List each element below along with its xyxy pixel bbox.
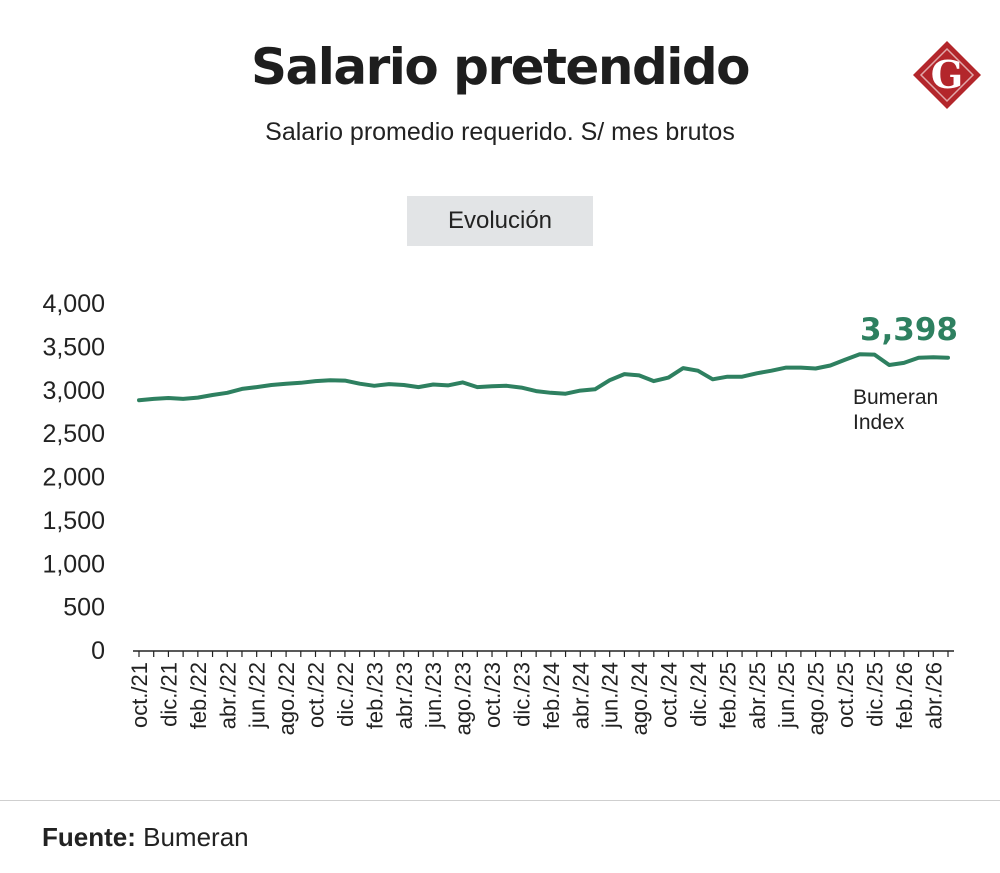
series-label: Bumeran — [853, 386, 938, 409]
x-tick-label: feb./26 — [892, 662, 917, 729]
tab-evolucion-label: Evolución — [447, 207, 553, 234]
y-tick-label: 1,500 — [42, 507, 105, 535]
tab-evolucion[interactable]: Evolución — [407, 196, 593, 246]
x-tick-label: oct./25 — [833, 662, 858, 728]
x-tick-label: abr./24 — [568, 662, 593, 729]
y-tick-label: 1,000 — [42, 550, 105, 578]
last-value-label: 3,398 — [860, 312, 958, 348]
y-tick-label: 0 — [91, 637, 105, 665]
chart-title: Salario pretendido — [250, 38, 751, 96]
x-tick-label: dic./22 — [333, 662, 358, 727]
y-tick-label: 3,000 — [42, 377, 105, 405]
source-value: Bumeran — [143, 822, 249, 852]
y-tick-label: 500 — [63, 594, 105, 622]
line-chart: 05001,0001,5002,0002,5003,0003,5004,000 … — [42, 290, 958, 735]
x-tick-label: feb./24 — [539, 662, 564, 729]
x-tick-label: feb./25 — [715, 662, 740, 729]
y-axis-labels: 0 500 1,000 1,500 2,000 2,500 3,000 3,500 4,000 — [42, 290, 105, 665]
source-note: Fuente: Bumeran — [42, 822, 249, 853]
x-axis-labels: oct./21 dic./21 feb./22 abr./22 jun./22 ago./… — [127, 662, 946, 735]
x-tick-label: feb./22 — [186, 662, 211, 729]
x-tick-label: ago./25 — [804, 662, 829, 735]
y-tick-label: 3,500 — [42, 333, 105, 361]
x-tick-label: jun./22 — [245, 662, 270, 729]
x-tick-label: abr./22 — [215, 662, 240, 729]
x-tick-label: oct./21 — [127, 662, 152, 728]
x-tick-label: oct./24 — [657, 662, 682, 728]
x-tick-label: abr./26 — [921, 662, 946, 729]
y-tick-label: 4,000 — [42, 290, 105, 318]
x-tick-label: jun./24 — [598, 662, 623, 729]
series-label: Index — [853, 411, 905, 434]
x-tick-label: jun./25 — [774, 662, 799, 729]
gestion-logo: G — [913, 41, 981, 109]
y-tick-label: 2,500 — [42, 420, 105, 448]
x-tick-label: dic./25 — [862, 662, 887, 727]
series-line-bumeran — [137, 352, 950, 403]
x-tick-label: ago./24 — [627, 662, 652, 735]
x-tick-label: abr./25 — [745, 662, 770, 729]
x-tick-label: ago./23 — [451, 662, 476, 735]
logo-diamond — [913, 41, 981, 109]
x-tick-label: feb./23 — [362, 662, 387, 729]
x-tick-label: dic./23 — [509, 662, 534, 727]
x-tick-label: dic./21 — [156, 662, 181, 727]
x-tick-label: jun./23 — [421, 662, 446, 729]
x-tick-label: abr./23 — [392, 662, 417, 729]
logo-letter: G — [931, 52, 963, 97]
source-label: Fuente: — [42, 822, 136, 852]
y-tick-label: 2,000 — [42, 464, 105, 492]
x-tick-label: oct./22 — [304, 662, 329, 728]
x-tick-label: ago./22 — [274, 662, 299, 735]
x-axis — [133, 650, 954, 657]
x-tick-label: oct./23 — [480, 662, 505, 728]
chart-subtitle: Salario promedio requerido. S/ mes bruto… — [265, 118, 735, 146]
footer-divider — [0, 800, 1000, 801]
x-tick-label: dic./24 — [686, 662, 711, 727]
logo-inner-border — [919, 47, 975, 103]
